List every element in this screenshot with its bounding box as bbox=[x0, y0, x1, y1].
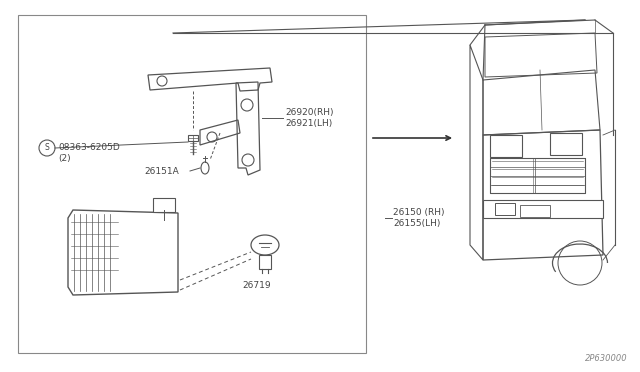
Text: 2P630000: 2P630000 bbox=[586, 354, 628, 363]
Bar bbox=[550, 133, 582, 155]
Text: (2): (2) bbox=[58, 154, 70, 163]
Text: 26151A: 26151A bbox=[144, 167, 179, 176]
Bar bbox=[153, 198, 175, 212]
Bar bbox=[483, 200, 603, 218]
Bar bbox=[18, 15, 366, 353]
Text: 08363-6205D: 08363-6205D bbox=[58, 144, 120, 153]
Text: S: S bbox=[45, 144, 49, 153]
Bar bbox=[490, 135, 522, 157]
Bar bbox=[520, 205, 550, 217]
Text: 26920(RH)
26921(LH): 26920(RH) 26921(LH) bbox=[285, 108, 333, 128]
Text: 26719: 26719 bbox=[243, 281, 271, 290]
Bar bbox=[259, 255, 271, 269]
Bar bbox=[495, 203, 515, 215]
Bar bbox=[490, 158, 585, 193]
Bar bbox=[188, 135, 198, 141]
Text: 26150 (RH)
26155(LH): 26150 (RH) 26155(LH) bbox=[393, 208, 445, 228]
